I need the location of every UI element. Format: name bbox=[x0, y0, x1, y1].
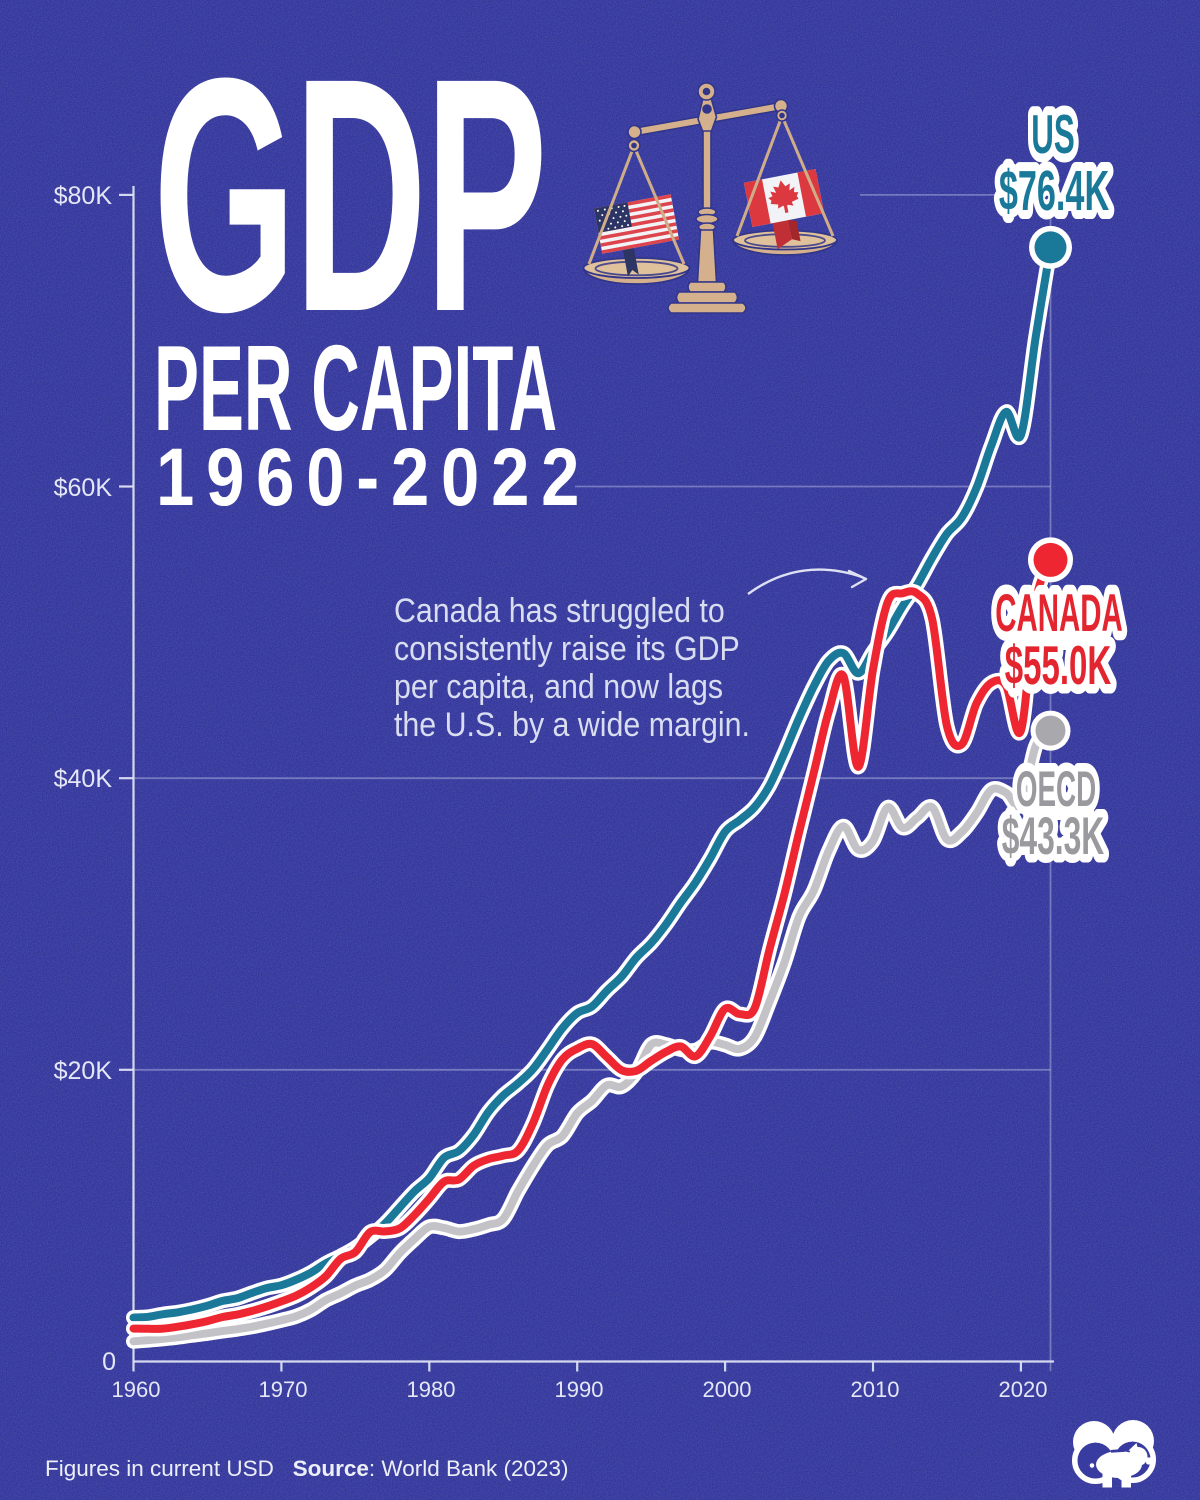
svg-text:Canada has struggled to: Canada has struggled to bbox=[394, 591, 725, 629]
svg-text:$40K: $40K bbox=[54, 765, 113, 793]
svg-text:0: 0 bbox=[102, 1348, 116, 1376]
svg-text:1980: 1980 bbox=[407, 1377, 456, 1402]
svg-text:consistently raise its GDP: consistently raise its GDP bbox=[394, 629, 740, 667]
svg-text:1960: 1960 bbox=[112, 1377, 161, 1402]
svg-text:$43.3K: $43.3K bbox=[1002, 807, 1105, 866]
svg-text:2010: 2010 bbox=[851, 1377, 900, 1402]
svg-text:$55.0K: $55.0K bbox=[1005, 634, 1112, 696]
svg-text:1970: 1970 bbox=[259, 1377, 308, 1402]
svg-text:GDP: GDP bbox=[153, 9, 545, 382]
svg-text:PER CAPITA: PER CAPITA bbox=[154, 320, 557, 456]
svg-text:OECD: OECD bbox=[1016, 760, 1096, 817]
svg-text:1990: 1990 bbox=[555, 1377, 604, 1402]
svg-text:2000: 2000 bbox=[703, 1377, 752, 1402]
svg-text:$60K: $60K bbox=[54, 474, 113, 502]
svg-text:$80K: $80K bbox=[54, 182, 113, 210]
svg-text:Figures in current USD Sourc: Figures in current USD Source: World Ban… bbox=[45, 1456, 569, 1481]
svg-text:1960-2022: 1960-2022 bbox=[156, 431, 591, 523]
svg-text:$20K: $20K bbox=[54, 1057, 113, 1085]
svg-text:per capita, and now lags: per capita, and now lags bbox=[394, 667, 723, 705]
svg-text:CANADA: CANADA bbox=[995, 584, 1122, 643]
svg-text:$76.4K: $76.4K bbox=[999, 158, 1109, 222]
svg-text:2020: 2020 bbox=[999, 1377, 1048, 1402]
svg-text:US: US bbox=[1031, 104, 1075, 165]
svg-text:the U.S. by a wide margin.: the U.S. by a wide margin. bbox=[394, 705, 750, 743]
